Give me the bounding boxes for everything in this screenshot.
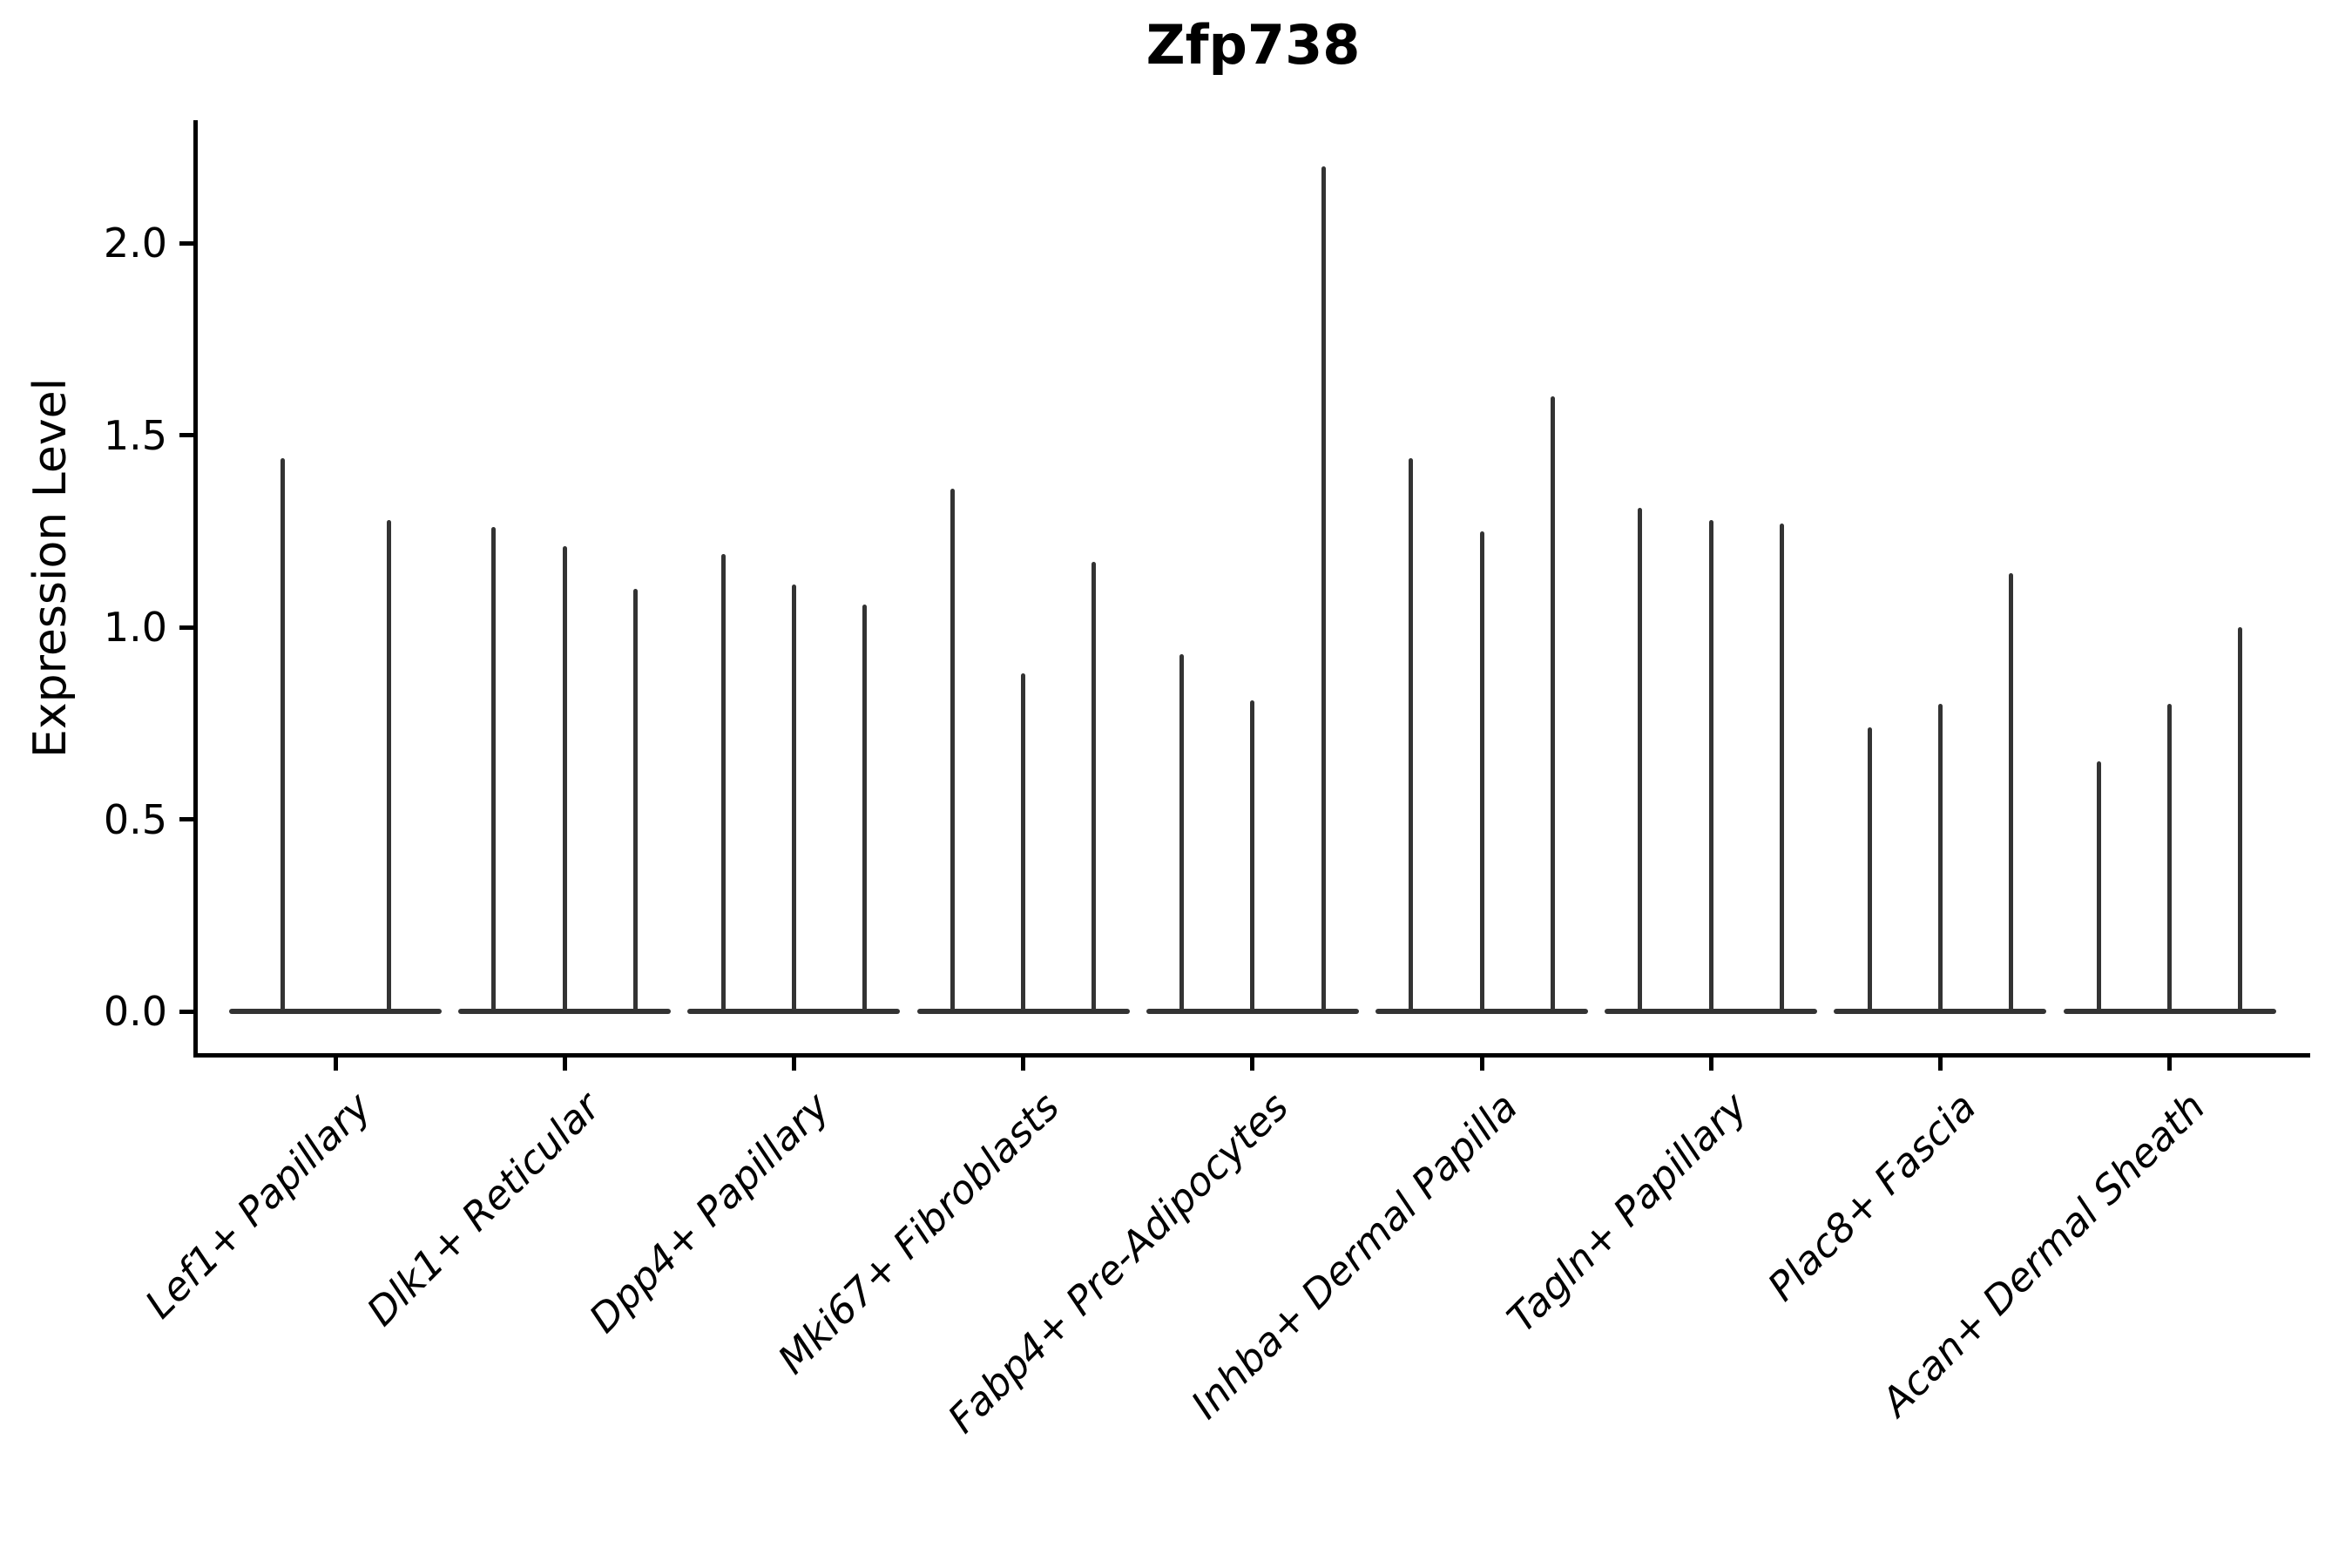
x-tick-label: Lef1+ Papillary [136,1083,381,1328]
violin-spike [950,489,955,1013]
violin-spike [862,604,868,1013]
x-tick-mark [791,1058,796,1071]
x-tick-mark [1708,1058,1713,1071]
y-tick-label: 0.0 [103,988,167,1035]
violin-spike [1409,457,1414,1013]
violin-spike [1479,531,1484,1013]
violin-spike [280,457,285,1013]
x-tick-mark [1021,1058,1026,1071]
violin-spike [562,546,567,1013]
y-axis-spine [193,120,198,1058]
violin-spike [1250,700,1255,1013]
y-tick-label: 1.0 [103,604,167,651]
x-tick-label: Dpp4+ Papillary [580,1083,839,1342]
y-tick-mark [179,625,193,630]
x-tick-label: Plac8+ Fascia [1759,1083,1985,1310]
chart-title: Zfp738 [1146,13,1361,77]
x-tick-mark [562,1058,567,1071]
x-tick-mark [1250,1058,1255,1071]
violin-spike [1867,727,1872,1013]
violin-spike [1092,562,1097,1013]
violin-spike [491,527,497,1013]
y-tick-mark [179,240,193,246]
violin-spike [1638,508,1643,1013]
violin-spike [1321,166,1326,1013]
violin-spike [1937,704,1943,1013]
y-tick-label: 1.5 [103,411,167,459]
violin-spike [1021,672,1026,1013]
x-tick-mark [333,1058,338,1071]
x-tick-label: Dlk1+ Reticular [358,1083,610,1335]
violin-spike [2238,627,2243,1013]
violin-spike [2096,761,2101,1013]
violin-spike [2167,704,2173,1013]
y-tick-label: 2.0 [103,220,167,267]
x-axis-spine [193,1053,2310,1058]
violin-spike [720,554,726,1013]
violin-spike [633,588,639,1013]
violin-spike [2009,573,2014,1013]
x-tick-mark [1479,1058,1484,1071]
violin-baseline [229,1009,442,1014]
violin-spike [1550,396,1555,1013]
violin-spike [386,519,391,1013]
x-tick-label: Tagln+ Papillary [1497,1083,1756,1342]
y-tick-mark [179,1009,193,1014]
y-tick-mark [179,433,193,437]
violin-spike [1780,523,1785,1013]
violin-spike [1708,519,1713,1013]
x-tick-mark [2167,1058,2173,1071]
violin-spike [1179,653,1184,1013]
y-tick-mark [179,817,193,821]
y-tick-label: 0.5 [103,795,167,843]
x-tick-mark [1937,1058,1943,1071]
violin-spike [791,585,796,1013]
